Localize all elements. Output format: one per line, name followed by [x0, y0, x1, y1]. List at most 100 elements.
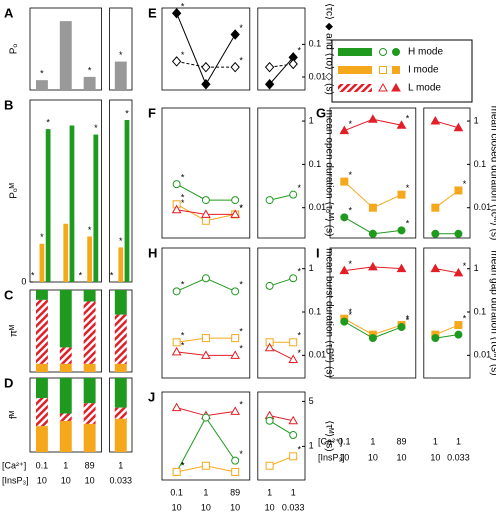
y-tick-label: 0.01	[309, 350, 327, 360]
bar	[63, 223, 69, 282]
bar-segment	[83, 363, 96, 372]
y-axis-label: mean closed duration ⟨τcᴹ⟩ (s)	[488, 106, 496, 241]
point	[368, 334, 377, 343]
y-axis-label: mean gap duration ⟨τGᴹ⟩ (s)	[488, 250, 496, 375]
point	[391, 82, 401, 92]
point	[201, 216, 210, 225]
point	[201, 350, 211, 359]
significance-star: *	[406, 219, 410, 229]
point	[171, 402, 182, 412]
y-tick-label: 1	[309, 441, 314, 451]
point	[397, 190, 406, 199]
insp3-value: 10	[85, 475, 95, 485]
bar	[39, 243, 45, 282]
bar-segment	[59, 347, 72, 364]
insp3-value: 10	[201, 502, 211, 512]
significance-star: *	[181, 50, 185, 60]
significance-star: *	[297, 267, 301, 277]
point	[171, 346, 182, 356]
point	[340, 177, 349, 186]
y-axis-label: mean burst duration ⟨τBᴹ⟩ (s)	[323, 248, 334, 378]
significance-star: *	[79, 270, 83, 280]
panel-letter: C	[4, 287, 14, 302]
point	[264, 61, 275, 73]
point	[288, 58, 298, 70]
ca-value: 1	[267, 487, 272, 497]
significance-star: *	[181, 460, 185, 470]
panel-letter: H	[148, 245, 157, 260]
point	[230, 406, 241, 415]
point	[368, 229, 377, 238]
point	[201, 413, 210, 422]
point	[265, 461, 274, 470]
significance-star: *	[181, 340, 185, 350]
point	[396, 120, 407, 129]
legend-label: L mode	[408, 83, 441, 94]
series-line	[269, 420, 294, 436]
insp3-value: 10	[265, 502, 275, 512]
significance-star: *	[239, 56, 243, 66]
point	[289, 338, 298, 347]
y-axis-label: ⟨τᴹ⟩ (s)	[323, 420, 334, 451]
ca-label: [Ca²⁺]	[318, 436, 342, 446]
legend-swatch	[338, 48, 372, 56]
point	[172, 338, 181, 347]
point	[264, 342, 275, 352]
point	[339, 125, 350, 135]
significance-star: *	[181, 193, 185, 203]
significance-star: *	[110, 270, 114, 280]
significance-star: *	[239, 203, 243, 213]
point	[397, 226, 406, 235]
point	[431, 334, 440, 343]
point	[201, 461, 210, 470]
point	[379, 48, 387, 56]
point	[230, 209, 241, 218]
bar-segment	[35, 290, 48, 300]
bar-segment	[59, 420, 72, 452]
significance-star: *	[46, 117, 50, 127]
point	[454, 186, 463, 195]
panel-letter: I	[316, 245, 320, 260]
point	[340, 213, 349, 222]
point	[289, 274, 298, 283]
significance-star: *	[349, 259, 353, 269]
point	[340, 317, 349, 326]
plot-frame	[423, 247, 471, 379]
significance-star: *	[119, 236, 123, 246]
insp3-value: 10	[230, 502, 240, 512]
significance-star: *	[239, 344, 243, 354]
plot-frame	[161, 247, 251, 379]
ca-value: 1	[63, 460, 68, 470]
series-line	[176, 13, 236, 86]
point	[172, 287, 181, 296]
series-line	[269, 415, 294, 422]
plot-frame	[423, 107, 471, 239]
bar-segment	[83, 403, 96, 424]
point	[171, 7, 182, 19]
point	[201, 61, 211, 73]
bar-segment	[114, 418, 127, 452]
point	[231, 334, 240, 343]
significance-star: *	[119, 50, 123, 60]
significance-star: *	[88, 65, 92, 75]
significance-star: *	[349, 206, 353, 216]
point	[265, 281, 274, 290]
y-tick-label: 0.1	[309, 306, 322, 316]
insp3-value: 10	[430, 452, 440, 462]
ca-value: 1	[118, 460, 123, 470]
ca-value: 89	[396, 436, 406, 446]
point	[231, 287, 240, 296]
point	[288, 415, 299, 425]
series-line	[269, 57, 294, 85]
y-tick-label: 1	[309, 115, 314, 125]
plot-frame	[161, 7, 251, 91]
bar-segment	[114, 314, 127, 364]
y-tick-label: 0.1	[474, 306, 487, 316]
bar	[35, 80, 48, 90]
y-tick-label: 1	[309, 263, 314, 273]
point	[231, 467, 240, 476]
point	[368, 261, 378, 271]
bar	[114, 61, 127, 90]
bar-segment	[35, 299, 48, 364]
